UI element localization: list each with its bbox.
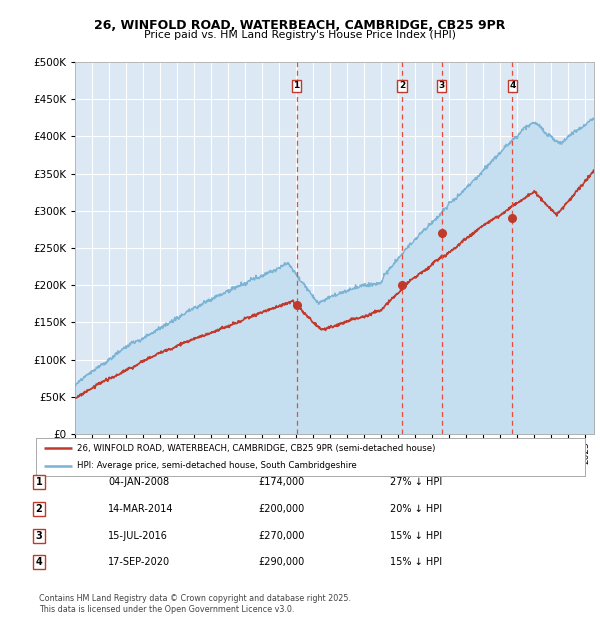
- Text: Price paid vs. HM Land Registry's House Price Index (HPI): Price paid vs. HM Land Registry's House …: [144, 30, 456, 40]
- Text: 04-JAN-2008: 04-JAN-2008: [108, 477, 169, 487]
- Text: 17-SEP-2020: 17-SEP-2020: [108, 557, 170, 567]
- Text: 4: 4: [35, 557, 43, 567]
- Text: Contains HM Land Registry data © Crown copyright and database right 2025.: Contains HM Land Registry data © Crown c…: [39, 594, 351, 603]
- Text: 3: 3: [439, 81, 445, 91]
- Text: 4: 4: [509, 81, 515, 91]
- Text: 14-MAR-2014: 14-MAR-2014: [108, 504, 173, 514]
- Text: 26, WINFOLD ROAD, WATERBEACH, CAMBRIDGE, CB25 9PR: 26, WINFOLD ROAD, WATERBEACH, CAMBRIDGE,…: [94, 19, 506, 32]
- Text: 2: 2: [35, 504, 43, 514]
- Text: 15-JUL-2016: 15-JUL-2016: [108, 531, 168, 541]
- Text: 15% ↓ HPI: 15% ↓ HPI: [390, 531, 442, 541]
- Text: 1: 1: [35, 477, 43, 487]
- Text: £174,000: £174,000: [258, 477, 304, 487]
- Text: HPI: Average price, semi-detached house, South Cambridgeshire: HPI: Average price, semi-detached house,…: [77, 461, 357, 471]
- Text: 20% ↓ HPI: 20% ↓ HPI: [390, 504, 442, 514]
- Text: 26, WINFOLD ROAD, WATERBEACH, CAMBRIDGE, CB25 9PR (semi-detached house): 26, WINFOLD ROAD, WATERBEACH, CAMBRIDGE,…: [77, 443, 436, 453]
- Text: £270,000: £270,000: [258, 531, 304, 541]
- Text: 15% ↓ HPI: 15% ↓ HPI: [390, 557, 442, 567]
- Text: 27% ↓ HPI: 27% ↓ HPI: [390, 477, 442, 487]
- Text: 2: 2: [399, 81, 405, 91]
- Text: This data is licensed under the Open Government Licence v3.0.: This data is licensed under the Open Gov…: [39, 604, 295, 614]
- Text: 1: 1: [293, 81, 299, 91]
- Text: £200,000: £200,000: [258, 504, 304, 514]
- Text: 3: 3: [35, 531, 43, 541]
- Text: £290,000: £290,000: [258, 557, 304, 567]
